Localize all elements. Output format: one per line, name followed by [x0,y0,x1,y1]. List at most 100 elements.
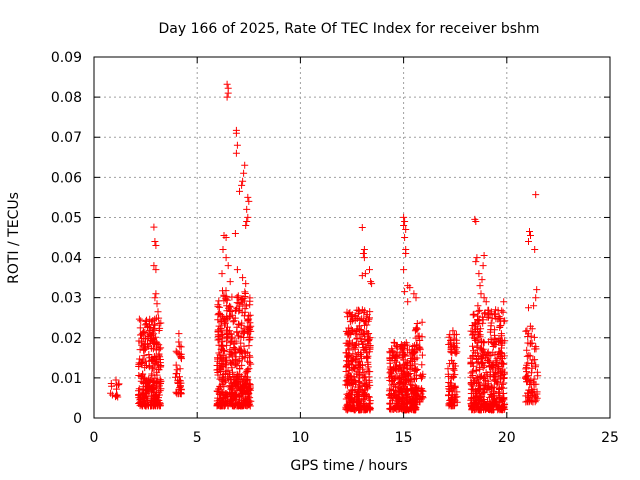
axis-ticks [93,56,611,419]
data-point [218,380,226,388]
data-point [112,393,119,401]
data-point [447,379,454,387]
data-point [418,361,426,369]
data-point [532,294,540,302]
data-point [402,226,410,233]
data-point [452,349,460,357]
data-point [241,348,249,356]
data-point [403,386,411,394]
data-point [243,205,251,213]
data-point [483,385,491,393]
data-point [407,352,415,360]
data-point [416,337,424,344]
data-point [472,218,480,225]
data-point [156,400,164,408]
data-point [344,361,352,369]
y-axis-label: ROTI / TECUs [6,192,22,284]
data-point [142,392,150,400]
data-point [150,223,158,231]
data-point [448,349,456,357]
data-point [242,222,250,229]
data-point [412,367,420,374]
data-point [219,355,227,363]
data-point [496,322,504,330]
y-tick-label: 0.01 [51,371,82,387]
y-tick-label: 0.07 [51,130,82,146]
data-point [149,317,157,325]
data-point [468,322,476,329]
data-point [141,321,149,329]
data-point [522,392,530,400]
data-point [412,395,420,403]
data-point [368,280,376,288]
data-point [345,324,353,332]
data-point [354,398,362,406]
x-tick-label: 15 [395,430,413,446]
data-point [222,399,230,407]
data-point [387,363,394,371]
data-point [360,254,368,262]
data-point [390,386,397,394]
data-point [351,312,359,320]
data-point [360,402,368,410]
data-point [357,355,365,363]
data-point [472,336,480,344]
data-point [247,360,255,368]
data-point [360,246,368,253]
data-point [531,356,539,364]
data-point [390,406,398,413]
data-point [243,218,251,225]
data-point [355,307,363,314]
data-point [476,363,484,371]
data-point [215,303,223,311]
data-point [150,353,158,360]
data-point [470,347,477,355]
data-point [364,354,372,362]
data-point [366,266,373,274]
data-point [216,402,224,410]
data-point [115,380,123,388]
data-point [486,372,494,380]
data-point [141,329,149,336]
data-point [240,169,248,177]
data-point [475,331,483,339]
data-point [356,374,364,382]
data-point [392,365,400,372]
data-point [247,322,255,330]
data-point [243,382,251,390]
data-point [449,327,457,335]
data-point [112,376,120,384]
data-point [241,328,248,336]
data-point [386,385,394,393]
data-point [415,343,423,351]
data-point [219,246,227,253]
data-point [359,365,367,373]
data-point [345,390,353,397]
data-point [177,377,184,385]
data-point [223,93,231,101]
data-point [474,378,482,386]
data-point [397,345,405,353]
data-point [484,356,492,364]
data-point [238,295,246,303]
data-point [496,405,504,413]
data-point [529,398,537,406]
data-point [156,376,164,384]
data-point [246,301,254,309]
data-point [532,361,540,369]
data-point [237,296,245,304]
data-point [397,366,405,374]
data-point [499,380,507,388]
data-point [527,232,534,239]
data-point [218,326,226,334]
data-point [489,349,497,357]
x-tick-label: 25 [601,430,619,446]
data-point [478,276,486,284]
data-point [142,400,150,408]
data-point [487,390,495,398]
data-point [482,298,490,306]
data-point [227,330,235,338]
data-point [157,319,165,327]
data-point [239,274,247,282]
data-point [344,352,352,360]
